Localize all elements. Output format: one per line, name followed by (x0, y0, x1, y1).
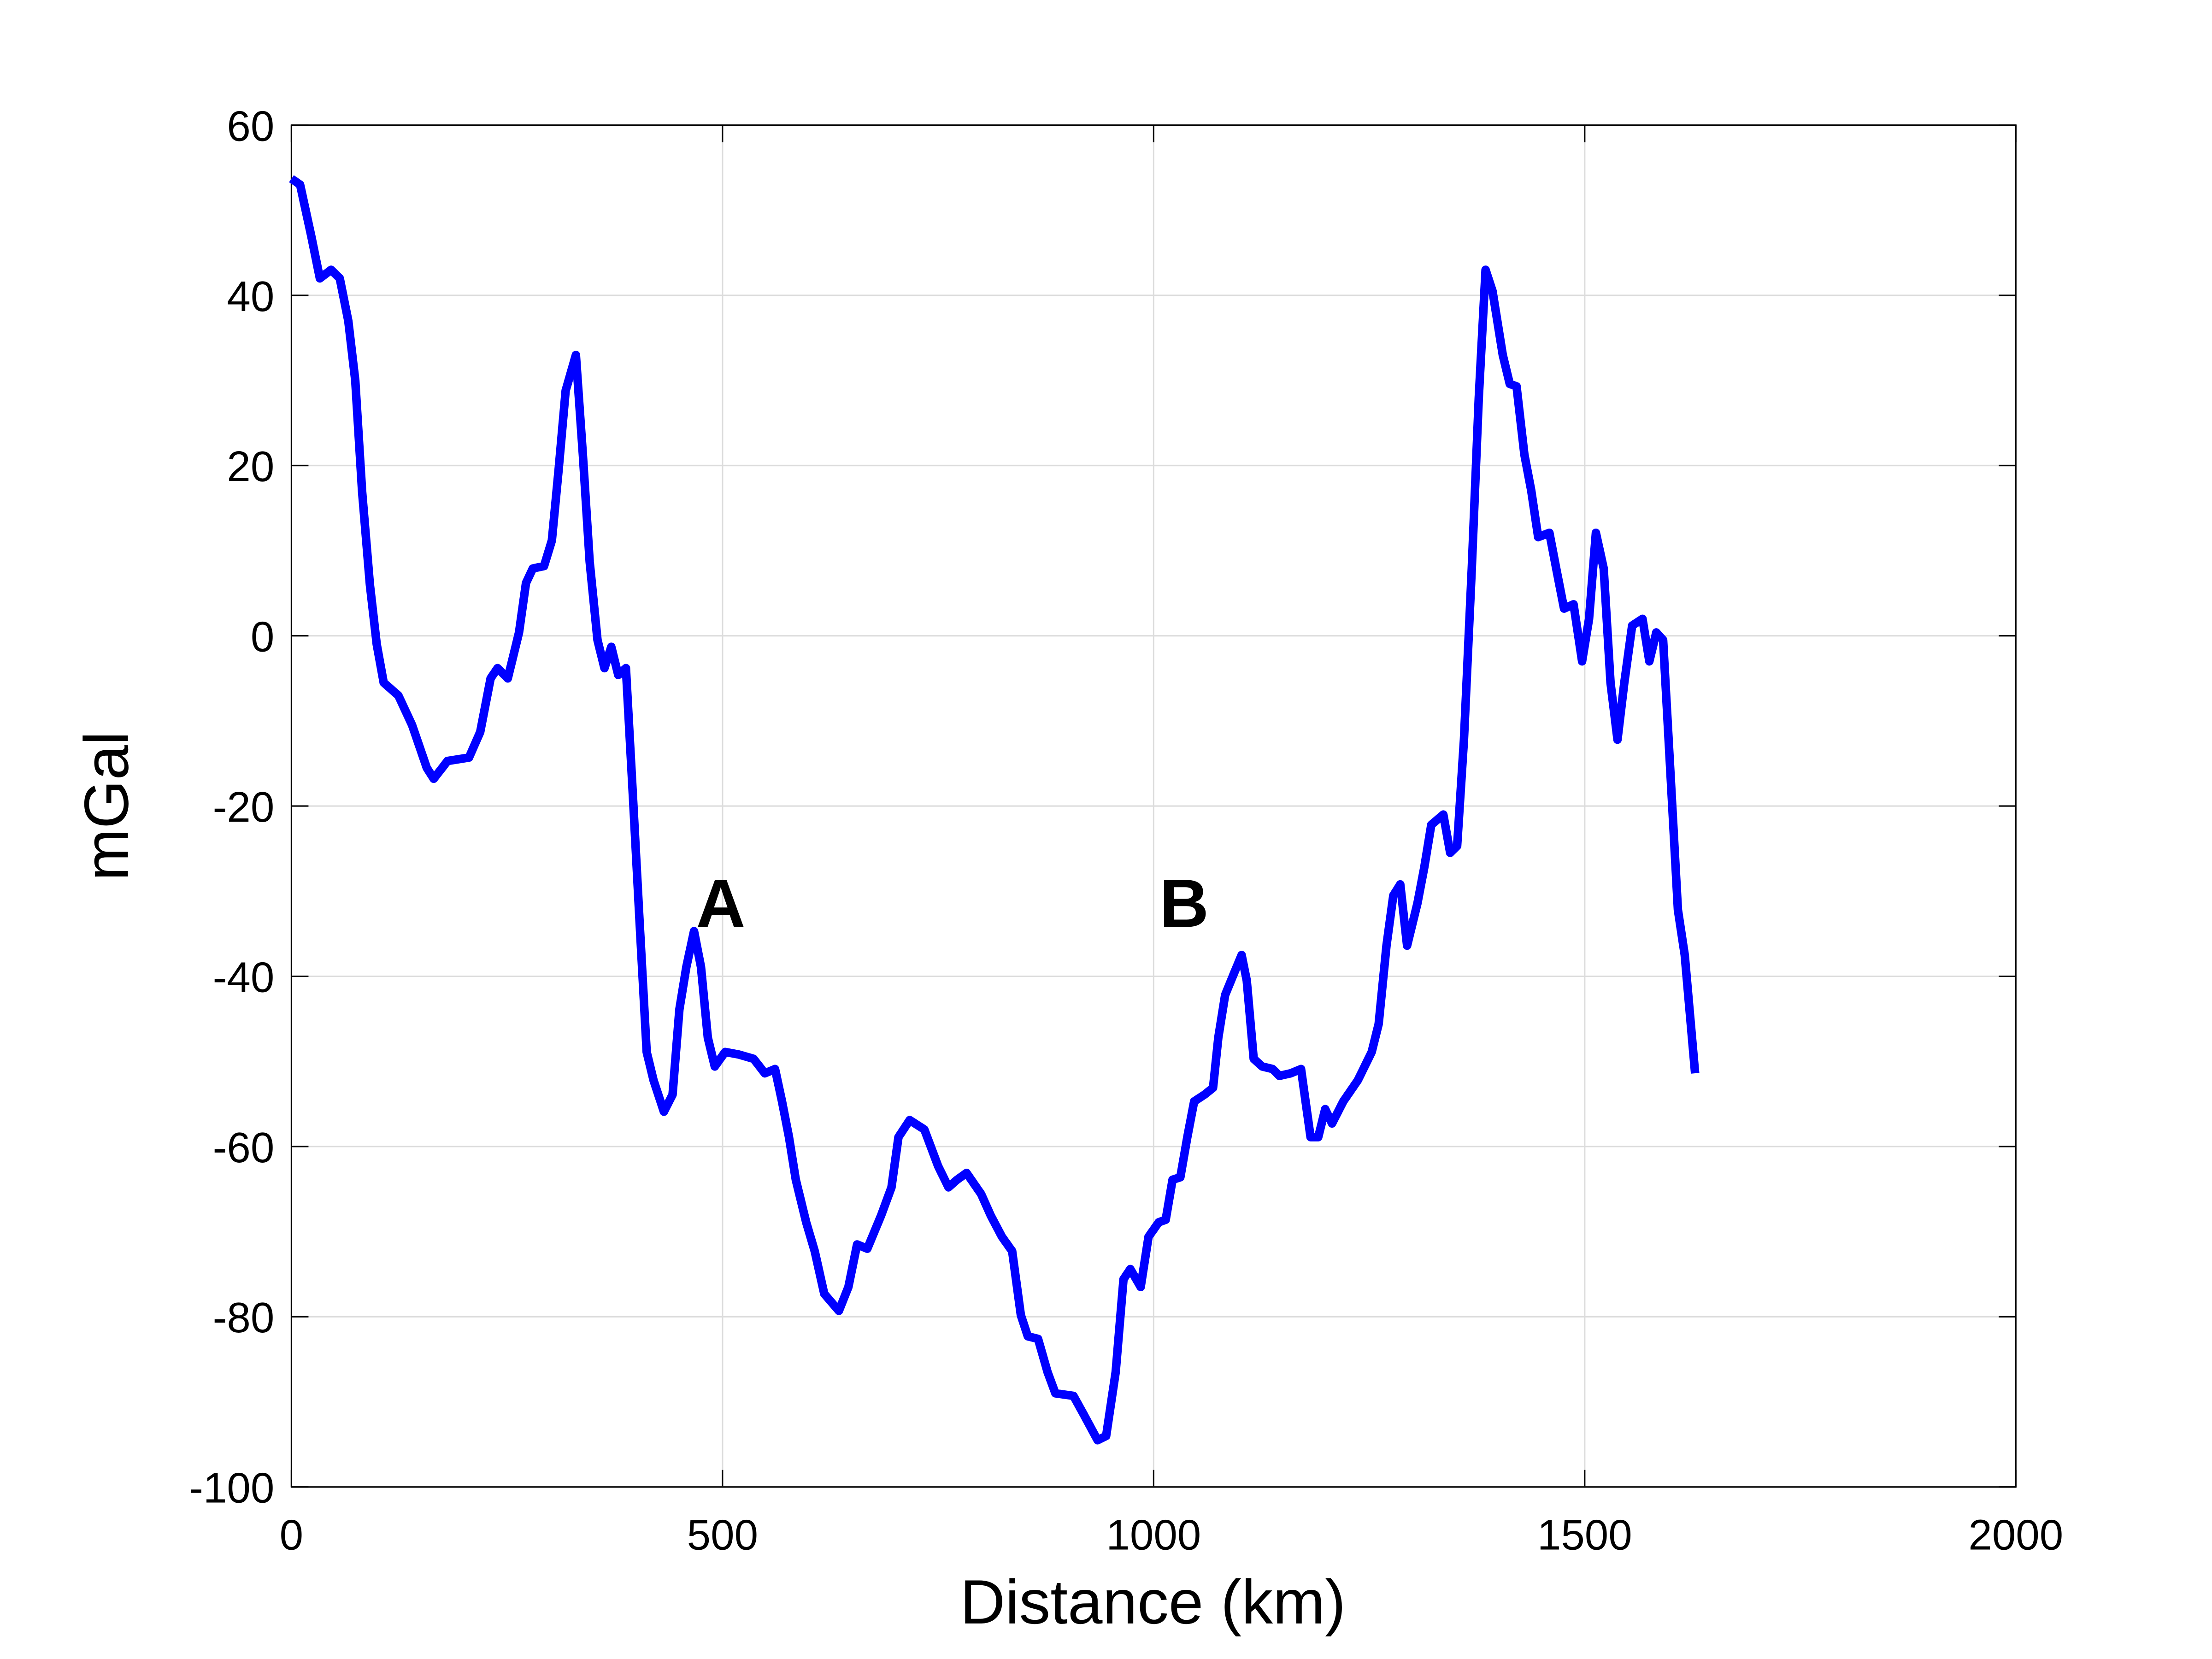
x-tick-label: 1500 (1537, 1511, 1632, 1559)
y-tick-label: 40 (227, 272, 274, 320)
y-tick-label: -20 (213, 783, 275, 831)
x-tick-label: 2000 (1968, 1511, 2063, 1559)
y-tick-label: -60 (213, 1124, 275, 1171)
x-tick-label: 500 (687, 1511, 758, 1559)
annotation: A (696, 865, 746, 941)
data-line (289, 175, 1700, 1445)
y-tick-label: 0 (251, 613, 274, 661)
y-tick-label: -100 (189, 1464, 274, 1512)
x-tick-label: 0 (280, 1511, 303, 1559)
y-axis-label: mGal (71, 731, 141, 881)
x-tick-label: 1000 (1106, 1511, 1201, 1559)
plot-frame (290, 124, 2017, 1488)
annotation: B (1159, 865, 1209, 941)
x-axis-label: Distance (km) (960, 1567, 1346, 1637)
y-tick-label: -80 (213, 1294, 275, 1341)
y-tick-label: 20 (227, 442, 274, 490)
y-tick-label: -40 (213, 953, 275, 1001)
y-tick-label: 60 (227, 102, 274, 150)
